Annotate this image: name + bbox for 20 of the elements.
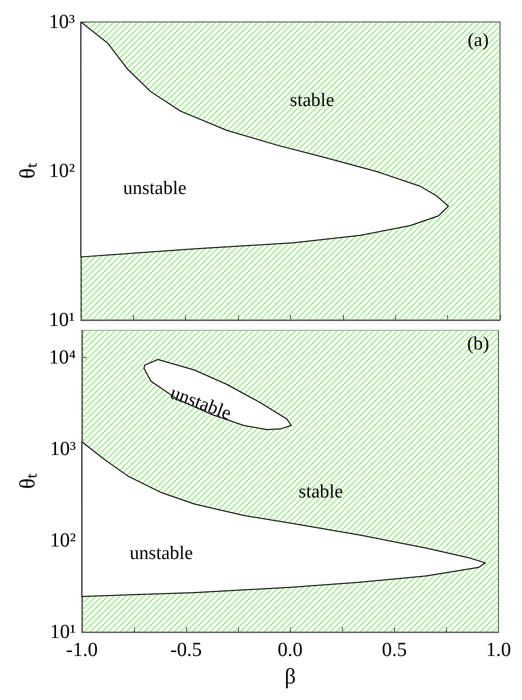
y-axis-title: θₜ <box>14 163 40 179</box>
x-tick-label: 0.0 <box>278 639 303 662</box>
annotation: unstable <box>130 542 193 564</box>
x-tick-label: -0.5 <box>170 639 202 662</box>
x-tick-label: 1.0 <box>486 639 511 662</box>
annotation: (a) <box>468 30 489 51</box>
y-axis-title: θₜ <box>14 473 40 489</box>
annotation: stable <box>298 482 343 503</box>
y-tick-label: 10¹ <box>48 309 75 331</box>
y-tick-label: 10³ <box>48 11 75 33</box>
annotation: unstable <box>167 382 234 424</box>
y-tick-label: 10² <box>50 530 76 552</box>
y-tick-label: 10³ <box>50 438 76 460</box>
annotation: unstable <box>123 178 186 199</box>
y-tick-label: 10⁴ <box>48 346 76 369</box>
x-tick-label: 0.5 <box>382 639 407 662</box>
x-axis-title: β <box>284 664 296 688</box>
y-tick-label: 10² <box>48 160 75 182</box>
annotation: stable <box>290 90 334 112</box>
annotation: (b) <box>467 333 490 354</box>
